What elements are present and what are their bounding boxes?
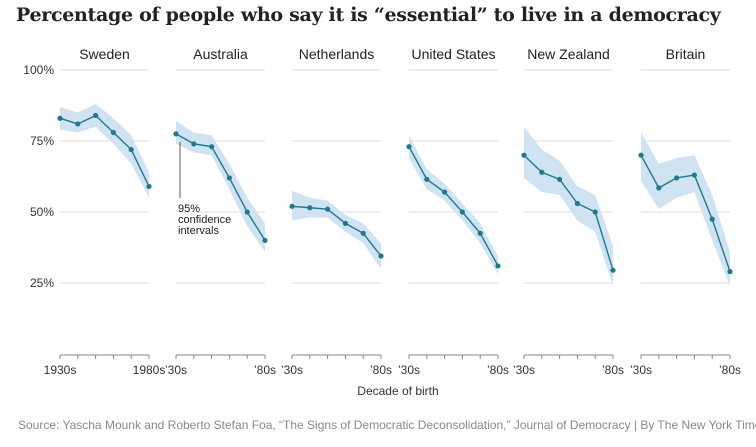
confidence-band	[524, 126, 613, 286]
panel-new-zealand: New Zealand ’30s ’80s	[513, 46, 624, 377]
x-tick-label: ’30s	[630, 363, 652, 377]
data-point	[262, 237, 268, 243]
confidence-band	[409, 135, 498, 275]
data-point	[57, 115, 63, 121]
x-tick-label: ’80s	[370, 363, 392, 377]
data-point	[709, 216, 715, 222]
data-point	[93, 112, 99, 119]
y-tick-label: 100%	[23, 63, 54, 77]
series-line	[175, 133, 266, 241]
x-tick-label: 1930s	[44, 363, 77, 377]
panel-title: Australia	[193, 46, 248, 62]
data-point	[638, 152, 644, 158]
data-point	[406, 144, 412, 150]
x-tick-label: ’80s	[254, 363, 276, 377]
data-point	[691, 172, 698, 178]
x-tick-label: ’80s	[487, 363, 509, 377]
y-tick-label: 50%	[30, 205, 54, 219]
y-tick-label: 25%	[30, 276, 54, 290]
data-point	[521, 152, 527, 158]
data-point	[539, 169, 545, 175]
x-tick-label: 1980s	[133, 363, 166, 377]
data-point	[209, 144, 215, 150]
data-point	[226, 175, 232, 181]
y-tick-label: 75%	[30, 134, 54, 148]
x-tick-label: ’80s	[602, 363, 624, 377]
panel-title: Britain	[666, 46, 706, 62]
data-point	[360, 230, 366, 236]
panel-title: United States	[411, 46, 495, 62]
panels: Sweden 1930s 1980s Australia ’30s ’80s 95% conf…	[44, 46, 741, 377]
data-point	[325, 206, 331, 212]
panel-title: Sweden	[79, 46, 130, 62]
series-line	[640, 154, 731, 272]
x-tick-label: ’30s	[513, 363, 535, 377]
chart-title: Percentage of people who say it is “esse…	[16, 4, 721, 26]
series-line	[291, 205, 382, 257]
data-point	[442, 189, 448, 195]
data-point	[128, 146, 134, 153]
panel-netherlands: Netherlands ’30s ’80s	[281, 46, 392, 377]
series-line	[59, 114, 150, 187]
panel-britain: Britain ’30s ’80s	[630, 46, 741, 377]
panel-sweden: Sweden 1930s 1980s	[44, 46, 166, 377]
x-tick-label: ’30s	[398, 363, 420, 377]
annotation-text: 95% confidence intervals	[178, 203, 231, 237]
data-point	[289, 203, 295, 209]
data-point	[610, 267, 616, 273]
x-tick-label: ’30s	[281, 363, 303, 377]
data-point	[75, 121, 81, 127]
data-point	[495, 263, 501, 269]
data-point	[477, 230, 483, 236]
data-point	[342, 220, 348, 226]
confidence-band	[292, 190, 381, 269]
data-point	[674, 175, 680, 181]
data-point	[378, 253, 384, 259]
panel-australia: Australia ’30s ’80s 95% confidence intervals	[165, 46, 276, 377]
data-point	[146, 183, 152, 190]
data-point	[459, 209, 465, 215]
confidence-band	[60, 104, 149, 198]
series-line	[523, 154, 614, 271]
data-point	[727, 269, 733, 275]
y-axis-labels: 25% 50% 75% 100%	[23, 63, 54, 290]
confidence-band	[641, 132, 730, 286]
source-note: Source: Yascha Mounk and Roberto Stefan …	[18, 418, 756, 432]
data-point	[424, 176, 430, 182]
confidence-band	[176, 121, 265, 252]
x-axis-title: Decade of birth	[357, 384, 438, 398]
data-point	[656, 185, 662, 191]
panel-title: Netherlands	[299, 46, 375, 62]
data-point	[557, 176, 563, 182]
series-line	[408, 146, 499, 267]
panel-united-states: United States ’30s ’80s	[398, 46, 509, 377]
data-point	[307, 205, 313, 211]
panel-title: New Zealand	[527, 46, 610, 62]
data-point	[191, 141, 197, 147]
data-point	[110, 129, 116, 136]
data-point	[592, 209, 598, 215]
x-tick-label: ’80s	[719, 363, 741, 377]
data-point	[244, 209, 250, 215]
gridlines	[60, 69, 730, 284]
data-point	[574, 200, 581, 207]
data-point	[173, 131, 179, 137]
x-tick-label: ’30s	[165, 363, 187, 377]
